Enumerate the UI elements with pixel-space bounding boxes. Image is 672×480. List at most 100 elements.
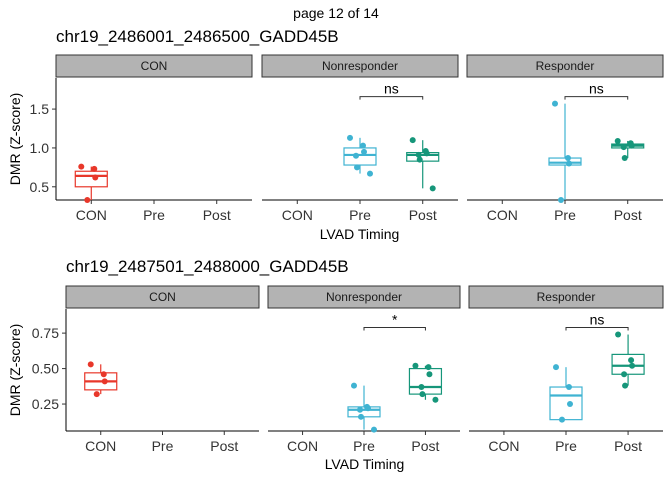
data-point [432,396,439,403]
x-tick-label: Post [411,438,439,454]
data-point [419,391,426,398]
y-axis-label: DMR (Z-score) [7,324,23,417]
box-group-pre [549,364,583,423]
box-group-pre [548,100,582,203]
y-tick-label: 1.5 [30,101,50,117]
bracket-line [359,96,424,100]
data-point [78,163,85,170]
data-point [566,160,572,167]
data-point [558,197,564,203]
data-point [423,150,430,157]
data-point [354,164,360,171]
data-point [371,426,377,433]
facet-strip [55,54,253,78]
data-point [567,401,573,408]
box-group-con [74,163,108,203]
box [548,157,582,166]
facet-strip [65,285,260,309]
x-tick-label: Pre [555,438,577,454]
significance-label: * [392,311,398,327]
data-point [409,137,416,144]
x-tick-label: CON [488,438,519,454]
x-tick-label: Pre [143,207,165,223]
box [343,147,377,166]
data-point [357,406,363,413]
box [549,386,583,421]
facet-label: Nonresponder [326,290,402,304]
bracket-line [363,326,426,331]
significance-label: ns [590,311,605,327]
chart-2: chr19_2487501_2488000_GADD45B 0.25 0.50 0.7… [7,257,664,472]
page-label: page 12 of 14 [293,5,379,21]
facet-label: Nonresponder [322,59,398,73]
data-point [367,170,373,177]
data-point [415,151,422,158]
data-point [92,174,99,181]
facet-label: Responder [536,59,595,73]
data-point [628,357,635,364]
chart-title: chr19_2486001_2486500_GADD45B [56,27,339,46]
data-point [360,142,366,149]
significance-bracket: ns [565,311,629,331]
significance-bracket: ns [359,81,424,100]
y-tick-label: 0.25 [32,396,59,412]
data-point [621,371,628,378]
data-point [100,371,107,378]
box-group-pre [343,134,377,177]
bracket-line [564,96,629,100]
facet-strip [267,285,461,309]
data-point [416,156,423,163]
facet-label: Responder [537,290,596,304]
data-point [418,384,425,391]
x-axis-label: LVAD Timing [320,226,400,242]
data-point [565,155,571,162]
data-point [622,382,629,389]
data-point [87,361,94,368]
x-tick-label: CON [287,438,318,454]
data-point [361,148,367,155]
data-point [101,378,108,385]
facet-label: CON [141,59,168,73]
data-point [412,362,419,369]
data-point [351,382,357,389]
box-group-post [408,362,443,403]
data-point [425,364,432,371]
box [408,367,443,395]
x-tick-label: Pre [353,438,375,454]
data-point [358,413,364,420]
data-point [552,100,558,107]
box [74,170,108,188]
data-point [347,134,353,141]
facet-strip [261,54,459,78]
significance-bracket: * [363,311,426,331]
facet-strip [466,54,664,78]
data-point [621,155,628,162]
facet-strip [468,285,664,309]
facet-label: CON [149,290,176,304]
bracket-line [565,326,629,331]
chart-title: chr19_2487501_2488000_GADD45B [66,257,349,276]
data-point [426,371,433,378]
x-tick-label: Post [210,438,238,454]
y-tick-label: 1.0 [30,140,50,156]
data-point [628,142,635,149]
x-tick-label: Post [409,207,437,223]
data-point [84,197,91,203]
x-tick-label: Pre [349,207,371,223]
data-point [365,405,371,412]
box-group-post [611,331,645,389]
x-tick-label: CON [487,207,518,223]
significance-label: ns [589,81,604,97]
data-point [566,384,572,391]
x-tick-label: Post [614,438,642,454]
box [347,406,381,418]
x-tick-label: Pre [152,438,174,454]
data-point [93,391,100,398]
chart-1: chr19_2486001_2486500_GADD45B 0.5 1.0 1.5 DM… [7,27,664,242]
box-group-pre [347,382,381,433]
box [611,353,645,375]
significance-bracket: ns [564,81,629,100]
data-point [559,416,565,423]
y-tick-label: 0.5 [30,179,50,195]
